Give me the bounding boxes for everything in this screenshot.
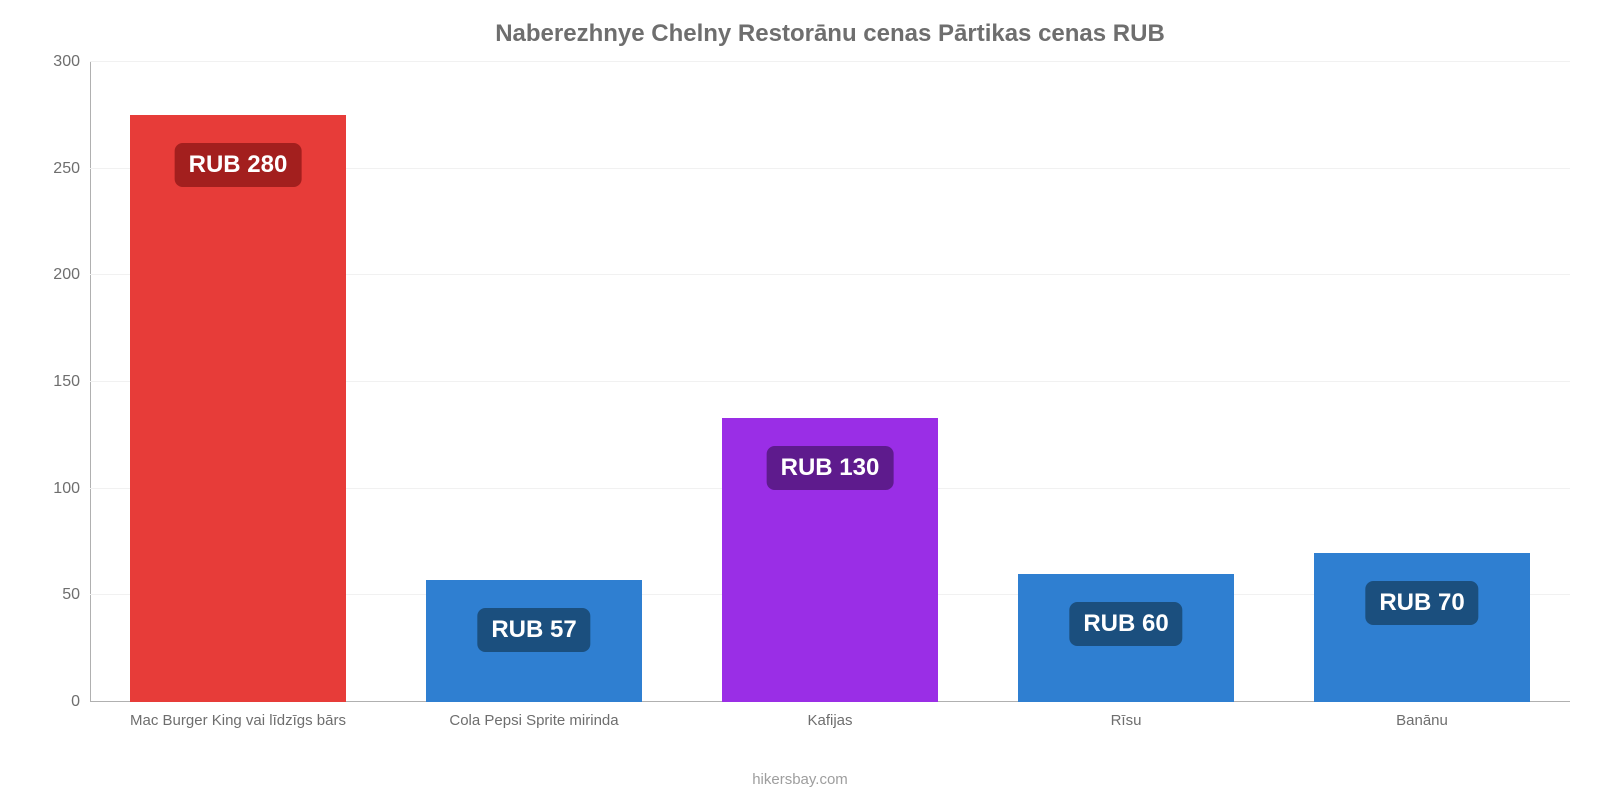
attribution-text: hikersbay.com (752, 771, 848, 788)
bar-value-label: RUB 70 (1365, 581, 1478, 625)
bar-value-label: RUB 130 (767, 446, 894, 490)
bar (130, 115, 346, 702)
y-tick-label: 100 (53, 480, 90, 498)
x-tick-label: Rīsu (1111, 702, 1142, 729)
y-tick-label: 0 (71, 693, 90, 711)
chart-container: Naberezhnye Chelny Restorānu cenas Pārti… (0, 0, 1600, 800)
bar (1314, 553, 1530, 702)
bar-value-label: RUB 60 (1069, 602, 1182, 646)
y-tick-label: 250 (53, 160, 90, 178)
x-tick-label: Cola Pepsi Sprite mirinda (449, 702, 618, 729)
y-tick-label: 300 (53, 53, 90, 71)
y-tick-label: 150 (53, 373, 90, 391)
x-tick-label: Kafijas (807, 702, 852, 729)
x-tick-label: Mac Burger King vai līdzīgs bārs (130, 702, 346, 729)
y-tick-label: 200 (53, 266, 90, 284)
bar-value-label: RUB 57 (477, 608, 590, 652)
x-tick-label: Banānu (1396, 702, 1448, 729)
plot-area: 050100150200250300Mac Burger King vai lī… (90, 62, 1570, 702)
y-tick-label: 50 (62, 586, 90, 604)
bar-value-label: RUB 280 (175, 143, 302, 187)
chart-title: Naberezhnye Chelny Restorānu cenas Pārti… (90, 20, 1570, 48)
